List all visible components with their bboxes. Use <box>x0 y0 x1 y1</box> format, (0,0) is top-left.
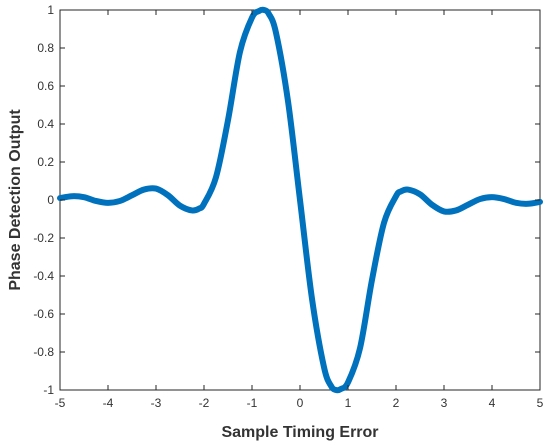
x-tick-label: -5 <box>55 396 66 410</box>
x-axis: -5 -4 -3 -2 -1 0 1 2 3 4 5 <box>55 10 544 410</box>
series-line-0 <box>57 6 543 394</box>
y-tick-label: 0 <box>47 193 54 207</box>
x-tick-label: 0 <box>297 396 304 410</box>
x-tick-label: -3 <box>151 396 162 410</box>
x-tick-label: -1 <box>247 396 258 410</box>
y-tick-label: 0.4 <box>37 117 54 131</box>
y-tick-label: -0.8 <box>33 345 54 359</box>
series-layer <box>57 6 543 394</box>
y-tick-label: 0.8 <box>37 41 54 55</box>
x-tick-label: -2 <box>199 396 210 410</box>
x-tick-label: 5 <box>537 396 544 410</box>
y-tick-label: -0.6 <box>33 307 54 321</box>
y-tick-label: -0.2 <box>33 231 54 245</box>
y-tick-label: 1 <box>47 3 54 17</box>
y-tick-label: -0.4 <box>33 269 54 283</box>
x-tick-label: -4 <box>103 396 114 410</box>
y-tick-label: -1 <box>43 383 54 397</box>
x-tick-label: 3 <box>441 396 448 410</box>
y-axis-title: Phase Detection Output <box>7 109 24 291</box>
y-tick-label: 0.6 <box>37 79 54 93</box>
x-tick-label: 4 <box>489 396 496 410</box>
x-tick-label: 1 <box>345 396 352 410</box>
x-tick-label: 2 <box>393 396 400 410</box>
y-tick-label: 0.2 <box>37 155 54 169</box>
x-axis-title: Sample Timing Error <box>221 424 378 441</box>
y-axis: -1 -0.8 -0.6 -0.4 -0.2 0 0.2 0.4 0.6 0.8 1 <box>33 3 540 397</box>
